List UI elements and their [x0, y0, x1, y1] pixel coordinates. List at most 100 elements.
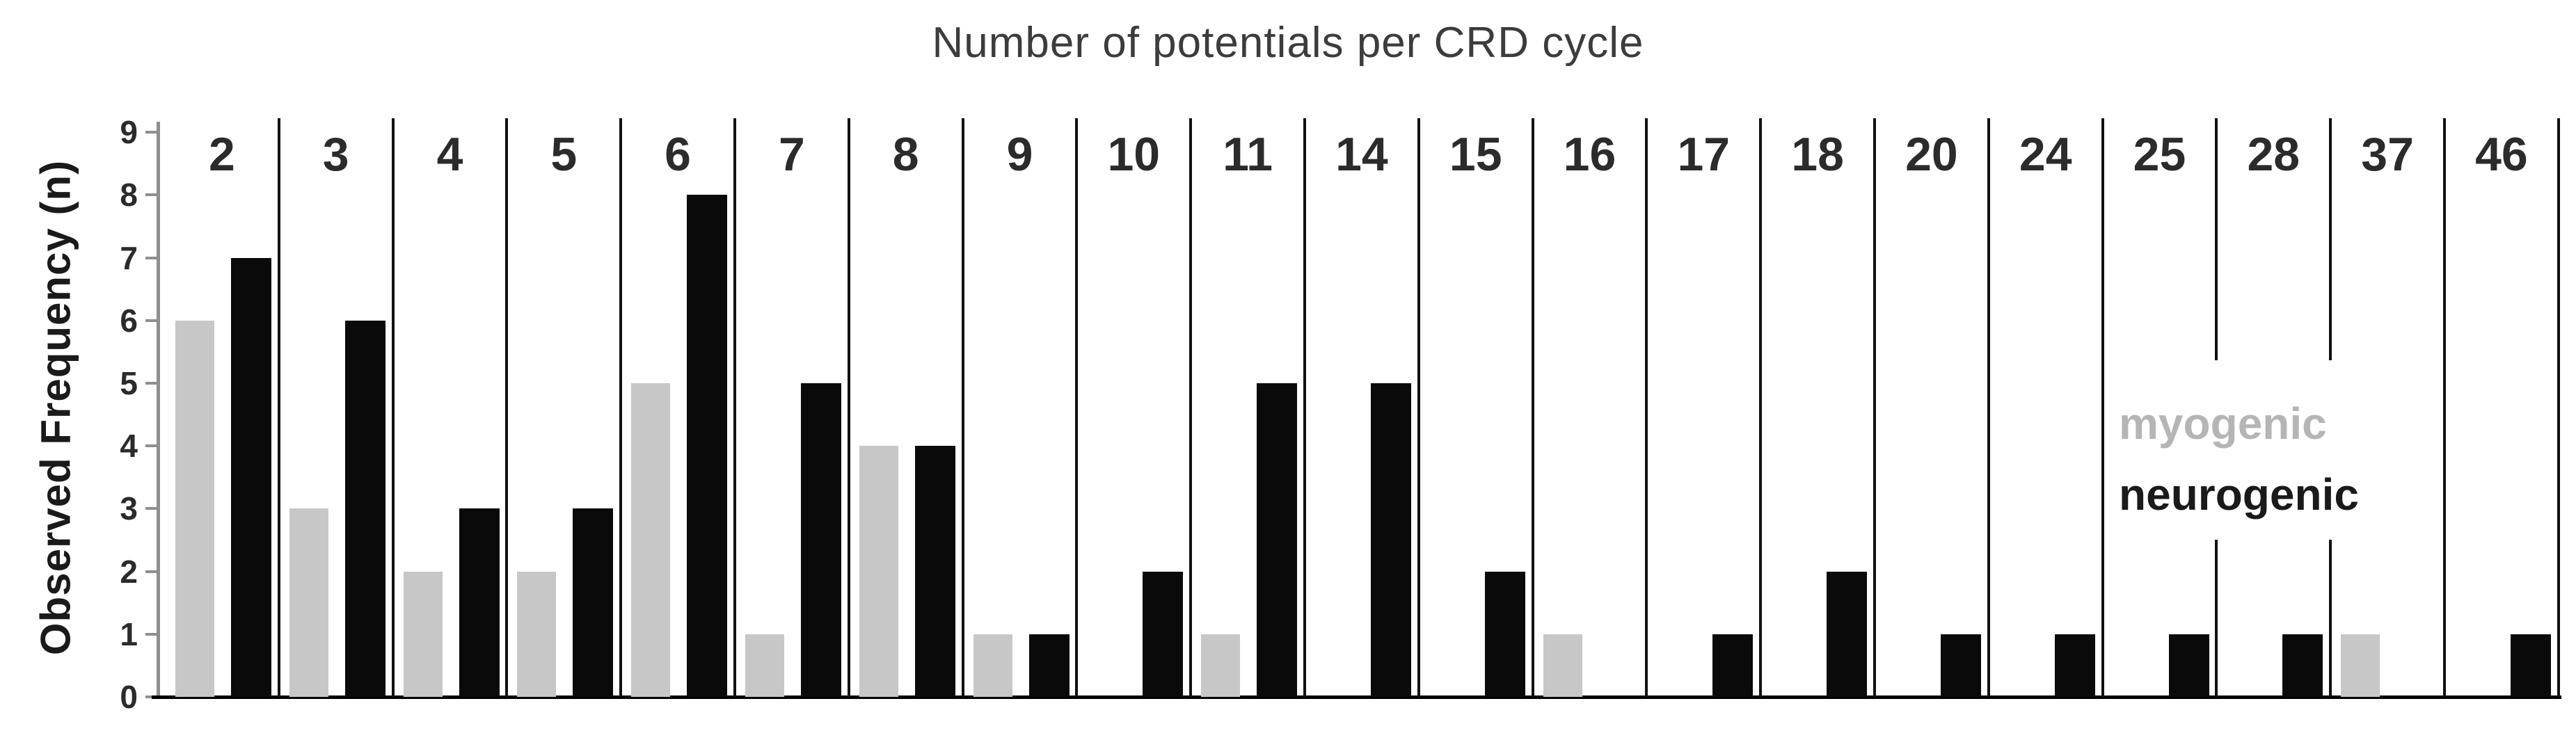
category-column-separator	[2215, 540, 2218, 697]
category-column-separator	[2443, 118, 2446, 697]
bar-myogenic	[859, 446, 898, 697]
y-tick-label: 7	[120, 239, 138, 276]
category-column-separator	[1303, 118, 1306, 697]
category-column-separator	[2329, 540, 2332, 697]
category-label: 24	[2019, 128, 2072, 181]
category-label: 46	[2475, 128, 2528, 181]
bar-myogenic	[175, 320, 214, 697]
category-column-separator	[961, 118, 964, 697]
y-tick	[145, 695, 157, 698]
category-column-separator	[1417, 118, 1420, 697]
bar-neurogenic	[1712, 634, 1754, 697]
y-tick-label: 8	[120, 177, 138, 214]
x-axis-line	[152, 695, 2561, 699]
bar-myogenic	[745, 634, 784, 697]
bar-neurogenic	[2168, 634, 2209, 697]
category-column-separator	[2557, 118, 2560, 697]
bar-neurogenic	[1484, 571, 1525, 697]
category-column-separator	[847, 118, 850, 697]
category-label: 5	[550, 128, 578, 181]
bar-neurogenic	[2511, 634, 2551, 697]
bar-neurogenic	[1028, 634, 1070, 697]
y-tick	[145, 131, 157, 134]
y-tick	[145, 632, 157, 636]
bar-neurogenic	[2282, 634, 2323, 697]
y-tick	[145, 570, 157, 573]
bar-myogenic	[517, 571, 557, 697]
category-column-separator	[505, 118, 509, 697]
category-label: 18	[1791, 128, 1844, 181]
y-tick-label: 9	[120, 114, 138, 151]
category-label: 9	[1006, 128, 1033, 181]
category-column-separator	[277, 118, 280, 697]
legend-myogenic-label: myogenic	[2119, 399, 2327, 449]
category-column-separator	[619, 118, 623, 697]
category-column-separator	[1189, 118, 1193, 697]
category-column-separator	[1987, 118, 1990, 697]
category-label: 7	[778, 128, 805, 181]
bar-myogenic	[1543, 634, 1582, 697]
bar-neurogenic	[1143, 571, 1184, 697]
bar-neurogenic	[687, 195, 728, 697]
category-label: 37	[2361, 128, 2414, 181]
y-tick	[145, 507, 157, 510]
bar-myogenic	[2341, 634, 2380, 697]
y-tick	[145, 193, 157, 197]
bar-neurogenic	[1941, 634, 1981, 697]
y-tick-label: 0	[120, 679, 138, 715]
bar-neurogenic	[344, 320, 385, 697]
category-column-separator	[733, 118, 736, 697]
category-label: 14	[1335, 128, 1388, 181]
category-label: 28	[2247, 128, 2300, 181]
bar-neurogenic	[573, 508, 614, 697]
category-label: 15	[1449, 128, 1502, 181]
category-label: 3	[322, 128, 349, 181]
category-label: 2	[208, 128, 235, 181]
category-column-separator	[1531, 118, 1534, 697]
bar-myogenic	[631, 383, 671, 697]
category-column-separator	[1075, 118, 1079, 697]
bar-myogenic	[403, 571, 443, 697]
category-column-separator	[2101, 118, 2104, 697]
category-label: 25	[2133, 128, 2186, 181]
y-tick-label: 3	[120, 490, 138, 527]
category-column-separator	[391, 118, 395, 697]
y-tick-label: 6	[120, 302, 138, 339]
category-column-separator	[1759, 118, 1763, 697]
y-tick-label: 5	[120, 365, 138, 401]
y-tick-label: 1	[120, 616, 138, 652]
bar-neurogenic	[1257, 383, 1298, 697]
bar-myogenic	[289, 508, 328, 697]
bar-neurogenic	[2054, 634, 2095, 697]
category-label: 20	[1905, 128, 1958, 181]
legend: myogenic neurogenic	[2108, 360, 2425, 540]
category-label: 6	[665, 128, 691, 181]
category-label: 16	[1563, 128, 1616, 181]
bar-myogenic	[1201, 634, 1241, 697]
chart-title: Number of potentials per CRD cycle	[932, 19, 1644, 67]
category-label: 17	[1677, 128, 1731, 181]
y-axis-line	[157, 122, 160, 698]
category-label: 11	[1223, 128, 1273, 181]
bar-neurogenic	[459, 508, 500, 697]
y-tick-label: 4	[120, 428, 138, 465]
bar-myogenic	[973, 634, 1012, 697]
bar-neurogenic	[1371, 383, 1411, 697]
category-column-separator	[2215, 118, 2218, 360]
y-tick	[145, 256, 157, 259]
category-label: 4	[436, 128, 463, 181]
category-column-separator	[2329, 118, 2332, 360]
bar-neurogenic	[801, 383, 841, 697]
bar-neurogenic	[914, 446, 955, 697]
legend-neurogenic-label: neurogenic	[2119, 469, 2359, 520]
category-label: 8	[892, 128, 919, 181]
y-tick-label: 2	[120, 553, 138, 590]
y-tick	[145, 319, 157, 322]
category-label: 10	[1107, 128, 1161, 181]
bar-neurogenic	[1827, 571, 1868, 697]
bar-neurogenic	[231, 257, 271, 697]
category-column-separator	[1645, 118, 1648, 697]
category-column-separator	[1873, 118, 1876, 697]
y-tick	[145, 382, 157, 385]
